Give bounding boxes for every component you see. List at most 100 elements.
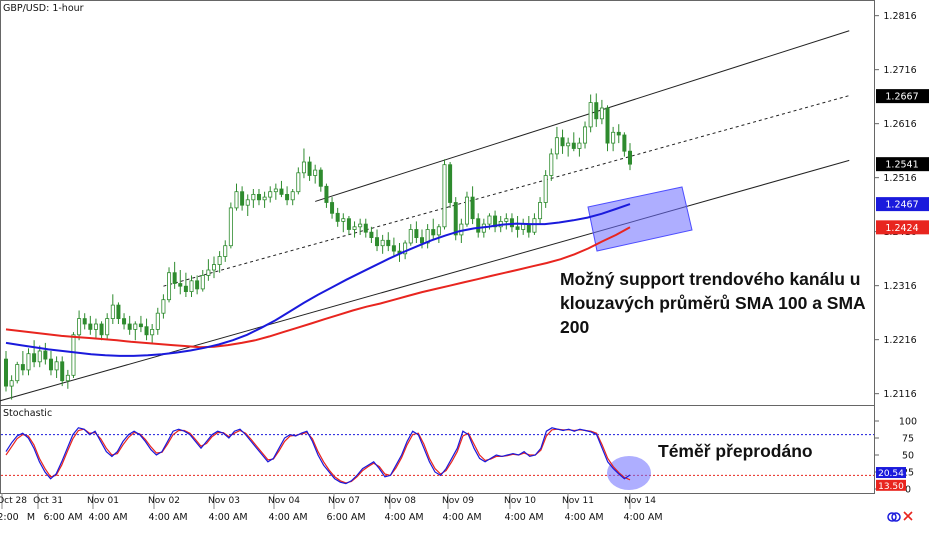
price-title-bg (1, 1, 71, 15)
time-label: 4:00 AM (208, 512, 247, 523)
candle-body (54, 361, 59, 371)
candle-body (256, 193, 261, 201)
price-tick-label: 1.2716 (883, 65, 916, 76)
candle-body (183, 285, 188, 293)
price-tick-label: 1.2316 (883, 281, 916, 292)
candle-body (414, 229, 419, 239)
candle-body (532, 218, 537, 233)
candle-body (594, 102, 599, 120)
candle-body (200, 274, 205, 290)
candle-body (318, 169, 323, 187)
stoch-value-text: 13.50 (878, 482, 904, 492)
price-label-text: 1.2424 (885, 223, 918, 234)
candle-body (206, 269, 211, 276)
time-label: 4:00 AM (564, 512, 603, 523)
time-label: 4:00 AM (268, 512, 307, 523)
candle-body (189, 280, 194, 292)
price-tick-label: 1.2116 (883, 389, 916, 400)
oversold-annotation: Téměř přeprodáno (658, 441, 813, 461)
candle-body (313, 169, 318, 176)
time-label: 4:00 AM (88, 512, 127, 523)
time-label: M (27, 512, 35, 523)
stoch-tick-label: 50 (902, 451, 914, 462)
stoch-value-box (876, 467, 906, 479)
date-label: Nov 14 (624, 496, 656, 506)
candle-body (448, 164, 453, 203)
candle-body (403, 242, 408, 255)
price-label-box (876, 157, 929, 172)
candle-body (515, 226, 520, 230)
candle-body (341, 218, 346, 222)
candle-body (588, 102, 593, 128)
date-label: Oct 28 (0, 496, 27, 506)
candle-body (20, 364, 25, 371)
candle-body (9, 380, 14, 387)
date-label: Oct 31 (33, 496, 63, 506)
candle-body (122, 318, 127, 325)
channel-mid-line (163, 95, 850, 287)
stoch-tick-label: 100 (899, 417, 917, 428)
candle-body (459, 223, 464, 236)
price-label-box (876, 220, 929, 235)
candle-body (138, 323, 143, 328)
link-icon-2 (891, 512, 901, 522)
candle-body (509, 218, 514, 228)
candle-body (301, 161, 306, 174)
candle-body (150, 328, 155, 336)
candle-body (290, 191, 295, 201)
date-label: Nov 11 (562, 496, 594, 506)
candle-body (493, 215, 498, 228)
stoch-title-bg (1, 406, 43, 419)
link-icon (887, 512, 897, 522)
candle-body (431, 229, 436, 236)
time-label: 4:00 AM (442, 512, 481, 523)
candle-body (172, 272, 177, 284)
candle-body (211, 264, 216, 271)
candle-body (352, 226, 357, 230)
support-annotation: Možný support trendového kanálu u klouza… (560, 269, 866, 337)
candle-body (88, 323, 93, 330)
candle-body (571, 142, 576, 149)
candle-body (346, 218, 351, 230)
candle-body (71, 334, 76, 376)
candle-body (234, 191, 239, 209)
candle-body (577, 142, 582, 149)
candle-body (605, 107, 610, 144)
candle-body (476, 218, 481, 233)
price-tick-label: 1.2616 (883, 119, 916, 130)
date-label: Nov 04 (268, 496, 300, 506)
candle-body (195, 280, 200, 290)
candle-body (251, 193, 256, 201)
candle-body (82, 318, 87, 325)
candle-body (105, 318, 110, 336)
candle-body (538, 202, 543, 220)
candle-body (285, 193, 290, 201)
time-label: 6:00 AM (43, 512, 82, 523)
candle-body (554, 137, 559, 155)
stochastic-title: Stochastic (3, 408, 52, 419)
candle-body (155, 312, 160, 330)
candle-body (262, 196, 267, 201)
candle-body (335, 212, 340, 222)
candle-body (273, 188, 278, 193)
date-label: Nov 03 (208, 496, 240, 506)
stoch-value-box (876, 479, 906, 491)
candle-body (116, 304, 121, 320)
candle-body (324, 185, 329, 203)
channel-lower-line (0, 159, 850, 402)
candle-body (543, 175, 548, 203)
candle-body (560, 137, 565, 147)
candle-body (279, 188, 284, 195)
candle-body (37, 350, 42, 363)
candle-body (217, 256, 222, 266)
candle-body (65, 374, 70, 382)
candle-body (60, 361, 65, 382)
candle-body (628, 150, 633, 165)
candle-body (4, 358, 9, 387)
price-title: GBP/USD: 1-hour (3, 3, 84, 14)
candle-body (487, 215, 492, 225)
candle-body (110, 304, 115, 320)
time-label: 4:00 AM (148, 512, 187, 523)
close-arrow-icon (903, 511, 913, 521)
candle-body (268, 191, 273, 198)
